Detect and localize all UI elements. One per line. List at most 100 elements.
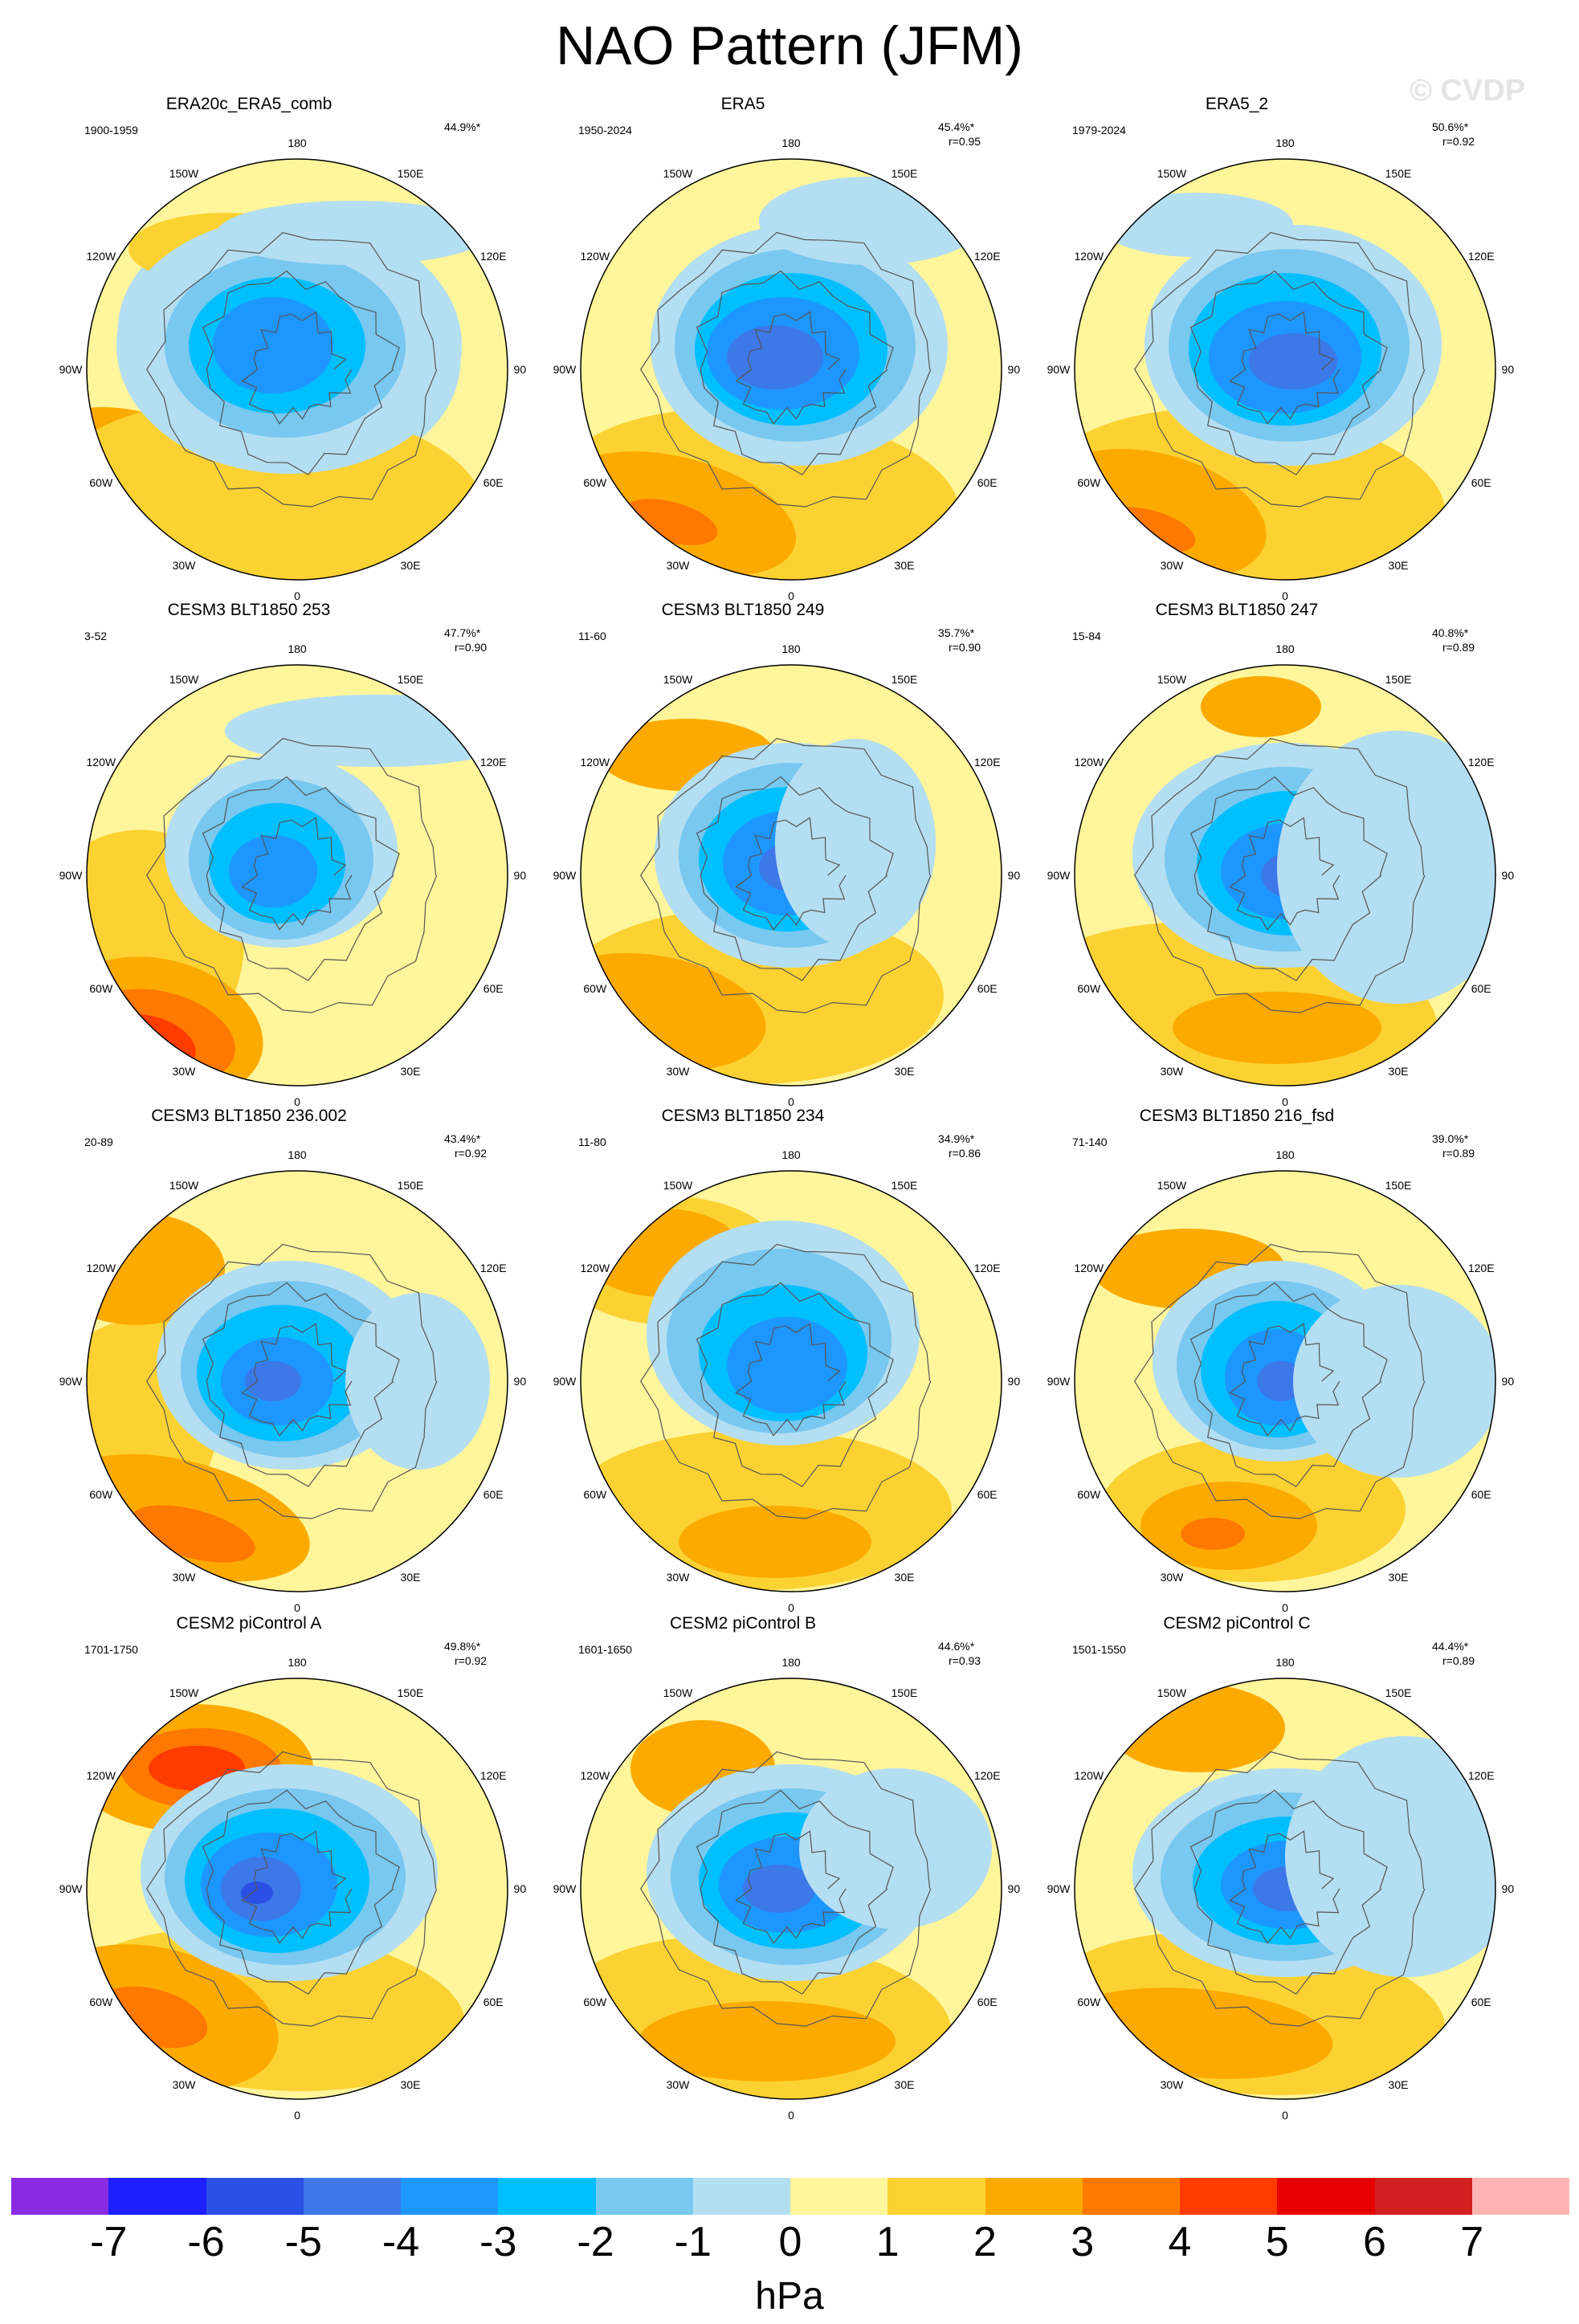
polar-map: 180 0 90W 90E 150W 120W 150E 120E 60W 30W 60E 30E: [59, 1656, 526, 2122]
colorbar-tick-label: 1: [875, 2219, 900, 2265]
map-panel: 180 0 90W 90E 150W 120W 150E 120E 60W 30W 60E 30E CE…: [988, 1107, 1514, 1630]
pattern-correlation: r=0.86: [949, 1147, 981, 1160]
colorbar-tick-label: -4: [381, 2219, 420, 2265]
year-range: 11-60: [578, 630, 606, 642]
longitude-label: 90E: [1008, 869, 1020, 882]
colorbar-swatch: [692, 2178, 790, 2215]
longitude-label: 60W: [583, 982, 607, 995]
longitude-label: 120E: [1468, 1769, 1495, 1782]
pattern-correlation: r=0.89: [1442, 1147, 1475, 1160]
anomaly-contour: [1181, 1518, 1245, 1550]
longitude-label: 90W: [59, 363, 84, 376]
polar-map: 180 0 90W 90E 150W 120W 150E 120E 60W 30W 60E 30E: [553, 1148, 1020, 1614]
longitude-label: 60E: [1471, 476, 1491, 489]
anomaly-contour: [743, 1865, 815, 1913]
map-border: [86, 1170, 508, 1592]
anomaly-contour: [679, 1506, 871, 1578]
anomaly-contour: [1257, 1361, 1305, 1401]
pattern-correlation: r=0.90: [455, 641, 488, 654]
longitude-label: 150E: [892, 1686, 918, 1699]
longitude-label: 90W: [553, 1375, 577, 1388]
longitude-label: 150W: [1157, 167, 1187, 180]
anomaly-contour: [345, 1293, 490, 1470]
longitude-label: 180: [288, 137, 307, 149]
longitude-label: 60W: [583, 476, 607, 489]
longitude-label: 60E: [1471, 1996, 1491, 2008]
colorbar-tick-label: -3: [479, 2219, 517, 2265]
map-panel: 180 0 90W 90E 150W 120W 150E 120E 60W 30W 60E 30E ER…: [988, 95, 1514, 618]
anomaly-contour: [799, 1768, 992, 1929]
longitude-label: 150E: [892, 1179, 918, 1192]
longitude-label: 30W: [173, 2078, 197, 2091]
polar-map: 180 0 90W 90E 150W 120W 150E 120E 60W 30W 60E 30E: [1047, 642, 1514, 1108]
variance-explained: 40.8%*: [1432, 626, 1469, 639]
longitude-label: 60E: [483, 1488, 504, 1501]
longitude-label: 30E: [895, 559, 915, 572]
longitude-label: 120W: [581, 1769, 610, 1782]
anomaly-contour: [1201, 676, 1321, 737]
longitude-label: 0: [294, 2109, 300, 2122]
colorbar-tick-label: 6: [1363, 2219, 1386, 2265]
coastline: [145, 231, 438, 508]
coastline: [145, 1751, 438, 2027]
longitude-label: 120W: [87, 250, 116, 263]
pattern-correlation: r=0.93: [949, 1654, 981, 1667]
polar-map: 180 0 90W 90E 150W 120W 150E 120E 60W 30W 60E 30E: [553, 642, 1020, 1108]
panel-title: CESM3 BLT1850 247: [1155, 601, 1319, 619]
colorbar-tick-label: 2: [973, 2219, 997, 2265]
longitude-label: 150W: [663, 1686, 693, 1699]
longitude-label: 60E: [977, 1996, 998, 2008]
variance-explained: 39.0%*: [1432, 1132, 1469, 1145]
longitude-label: 150E: [398, 1686, 424, 1699]
longitude-label: 90E: [514, 363, 526, 376]
coastline: [639, 1243, 932, 1519]
longitude-label: 120W: [581, 250, 610, 263]
longitude-label: 120W: [1075, 1262, 1104, 1274]
longitude-label: 90W: [553, 869, 577, 882]
watermark: © CVDP: [1410, 74, 1526, 108]
longitude-label: 150W: [1157, 673, 1187, 686]
longitude-label: 150W: [169, 1686, 199, 1699]
colorbar-tick-label: -7: [90, 2219, 128, 2265]
longitude-label: 30W: [667, 1065, 691, 1078]
anomaly-contour: [1173, 992, 1381, 1064]
longitude-label: 30W: [1161, 1065, 1185, 1078]
colorbar-tick-label: -5: [284, 2219, 322, 2265]
map-border: [86, 1678, 508, 2100]
panel-title: CESM3 BLT1850 253: [167, 601, 331, 619]
longitude-label: 30E: [895, 1065, 915, 1078]
longitude-label: 30W: [667, 2078, 691, 2091]
year-range: 1900-1959: [84, 124, 138, 137]
map-border: [580, 1170, 1002, 1592]
colorbar-swatch: [108, 2178, 206, 2215]
longitude-label: 180: [288, 642, 307, 655]
longitude-label: 180: [781, 137, 801, 149]
longitude-label: 120E: [480, 756, 507, 769]
longitude-label: 60E: [977, 982, 998, 995]
longitude-label: 0: [1282, 2109, 1288, 2122]
longitude-label: 180: [1275, 137, 1295, 149]
longitude-label: 30W: [1161, 559, 1185, 572]
panel-title: CESM2 piControl C: [1163, 1614, 1311, 1633]
anomaly-contour: [639, 2001, 896, 2081]
map-border: [86, 158, 508, 581]
longitude-label: 120E: [480, 1769, 507, 1782]
map-panel: 180 0 90W 90E 150W 120W 150E 120E 60W 30W 60E 30E ER…: [494, 95, 1020, 618]
anomaly-contour: [1277, 731, 1495, 1004]
longitude-label: 60W: [89, 1488, 113, 1501]
longitude-label: 0: [788, 1095, 794, 1108]
longitude-label: 60W: [583, 1996, 607, 2008]
colorbar-tick-label: 5: [1265, 2219, 1289, 2265]
longitude-label: 120W: [87, 1262, 116, 1274]
colorbar: [11, 2178, 1569, 2215]
polar-map: 180 0 90W 90E 150W 120W 150E 120E 60W 30W 60E 30E: [59, 642, 526, 1108]
coastline: [1133, 1751, 1426, 2027]
longitude-label: 120W: [1075, 1769, 1104, 1782]
longitude-label: 90E: [514, 1375, 526, 1388]
panel-title: CESM2 piControl B: [669, 1614, 817, 1633]
longitude-label: 60E: [483, 982, 504, 995]
variance-explained: 49.8%*: [444, 1640, 481, 1653]
longitude-label: 150W: [169, 167, 199, 180]
longitude-label: 180: [1275, 1148, 1295, 1161]
longitude-label: 150W: [1157, 1686, 1187, 1699]
